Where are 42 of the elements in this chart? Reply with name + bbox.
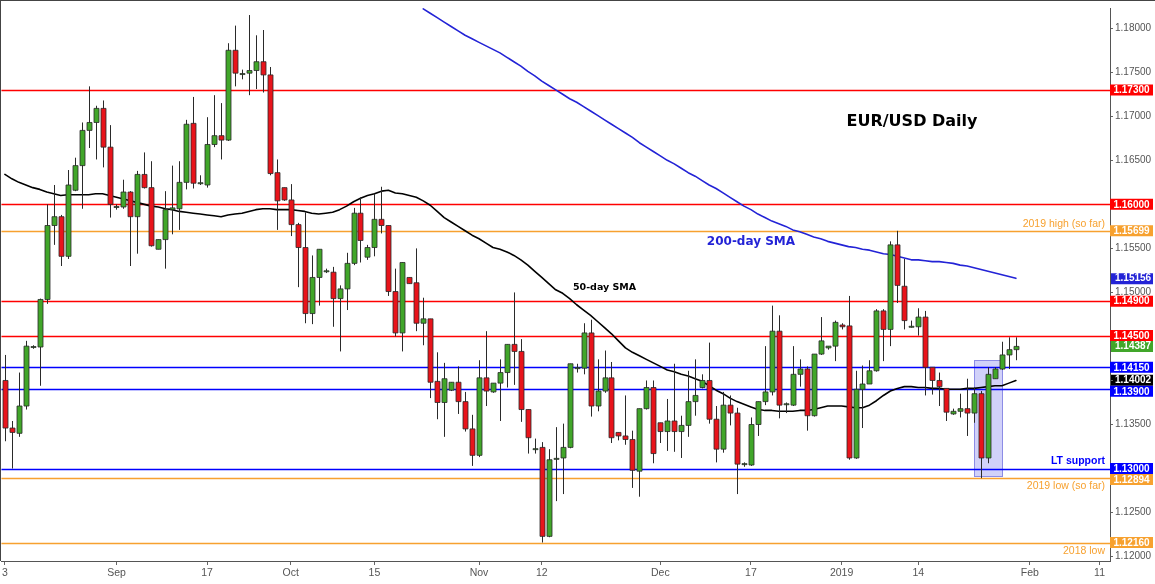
x-tick-label: 14 xyxy=(912,566,925,579)
y-tick-label: 1.15156 xyxy=(1115,272,1152,284)
text: EUR/USD Daily xyxy=(846,111,979,131)
ref-line-label: 1.15699 xyxy=(1113,225,1151,237)
ref-line-label: 1.17300 xyxy=(1113,84,1151,96)
y-tick-label: 1.17500 xyxy=(1115,66,1152,78)
series-label: 200-day SMA xyxy=(706,233,796,248)
ref-line-label: 1.13000 xyxy=(1113,462,1151,474)
ref-line-label: 1.12894 xyxy=(1113,473,1151,485)
ref-line-label: 1.12160 xyxy=(1113,536,1151,548)
x-tick-label: 11 xyxy=(1094,566,1106,579)
x-tick-label: 17 xyxy=(201,566,214,579)
annotation: 2019 high (so far) xyxy=(1022,216,1105,229)
x-tick-label: 15 xyxy=(368,566,381,579)
ref-line-label: 1.13900 xyxy=(1113,385,1151,397)
y-tick-label: 1.17000 xyxy=(1115,110,1152,122)
y-tick-label: 1.14002 xyxy=(1115,374,1152,386)
annotation: LT support xyxy=(1050,454,1106,467)
ref-line-label: 1.14150 xyxy=(1113,361,1151,373)
y-tick-label: 1.12500 xyxy=(1115,506,1152,518)
ref-line-label: 1.14500 xyxy=(1113,329,1151,341)
y-tick-label: 1.13500 xyxy=(1115,418,1152,430)
x-tick-label: Nov xyxy=(469,566,490,579)
y-tick-label: 1.14387 xyxy=(1115,340,1152,352)
y-tick-label: 1.15000 xyxy=(1115,286,1152,298)
x-tick-label: 12 xyxy=(535,566,548,579)
y-tick-label: 1.15500 xyxy=(1115,242,1152,254)
y-tick-label: 1.16500 xyxy=(1115,154,1152,166)
x-tick-label: Feb xyxy=(1020,566,1040,579)
ref-line-label: 1.16000 xyxy=(1113,198,1151,210)
x-tick-label: 17 xyxy=(745,566,757,579)
x-tick-label: Dec xyxy=(650,566,670,579)
x-tick-label: Oct xyxy=(282,566,300,579)
x-tick-label: 2019 xyxy=(829,566,854,579)
annotation: 2018 low xyxy=(1062,543,1106,556)
y-tick-label: 1.12000 xyxy=(1115,550,1152,562)
x-tick-label: Sep xyxy=(107,566,126,579)
annotation: 2019 low (so far) xyxy=(1026,479,1105,492)
x-tick-label: 3 xyxy=(2,566,8,579)
y-tick-label: 1.18000 xyxy=(1115,22,1152,33)
ref-line-label: 1.14900 xyxy=(1113,295,1151,307)
series-label: 50-day SMA xyxy=(572,281,637,293)
